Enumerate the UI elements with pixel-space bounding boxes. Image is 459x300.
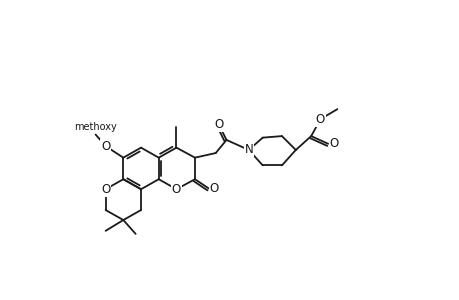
Text: O: O: [209, 182, 218, 195]
Text: O: O: [101, 183, 110, 196]
Text: O: O: [315, 113, 325, 126]
Text: N: N: [244, 143, 252, 157]
Text: O: O: [329, 137, 338, 150]
Text: methoxy: methoxy: [74, 122, 117, 132]
Text: O: O: [172, 183, 181, 196]
Text: O: O: [214, 118, 223, 131]
Text: O: O: [101, 140, 110, 153]
